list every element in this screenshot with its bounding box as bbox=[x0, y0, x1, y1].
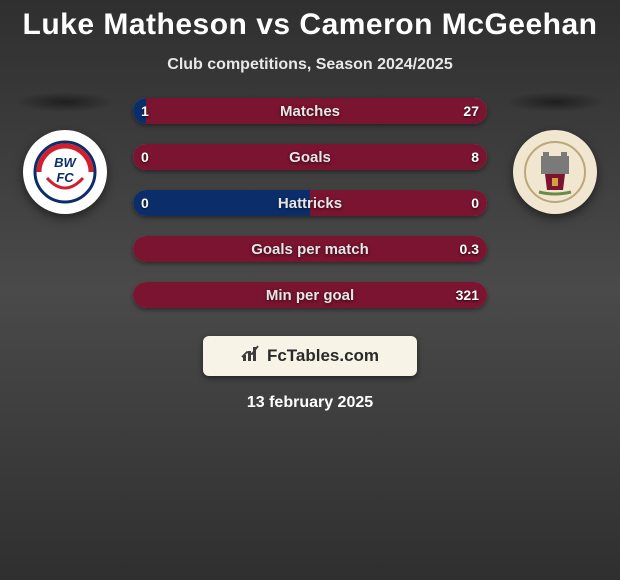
metric-label: Matches bbox=[280, 103, 340, 120]
brand-text: FcTables.com bbox=[267, 346, 379, 366]
metric-value-left: 0 bbox=[141, 144, 149, 170]
metric-value-right: 0.3 bbox=[460, 236, 479, 262]
svg-text:FC: FC bbox=[56, 170, 74, 185]
metric-bar: 0 8 Goals bbox=[133, 144, 487, 170]
comparison-stage: BW FC 127Matches08Goals00H bbox=[0, 92, 620, 332]
shadow-right bbox=[505, 92, 605, 112]
comparison-infographic: Luke Matheson vs Cameron McGeehan Club c… bbox=[0, 0, 620, 580]
team-left-crest: BW FC bbox=[23, 130, 107, 214]
metric-bar: 321 Min per goal bbox=[133, 282, 487, 308]
metric-value-right: 27 bbox=[463, 98, 479, 124]
metric-value-right: 8 bbox=[471, 144, 479, 170]
team-right-crest bbox=[513, 130, 597, 214]
metric-label: Goals per match bbox=[251, 241, 369, 258]
bwfc-crest-icon: BW FC bbox=[33, 140, 97, 204]
svg-text:BW: BW bbox=[54, 155, 77, 170]
subtitle: Club competitions, Season 2024/2025 bbox=[0, 56, 620, 74]
metric-value-left: 0 bbox=[141, 190, 149, 216]
metric-bar: 1 27 Matches bbox=[133, 98, 487, 124]
ntfc-crest-icon bbox=[523, 140, 587, 204]
metric-bar: 0.3 Goals per match bbox=[133, 236, 487, 262]
metric-bar: 0 0 Hattricks bbox=[133, 190, 487, 216]
metric-value-left: 1 bbox=[141, 98, 149, 124]
metric-value-right: 0 bbox=[471, 190, 479, 216]
metric-label: Min per goal bbox=[266, 287, 354, 304]
date-text: 13 february 2025 bbox=[0, 394, 620, 412]
metric-value-right: 321 bbox=[456, 282, 479, 308]
metric-bars: 1 27 Matches 0 8 Goals 0 0 Hattricks 0.3 Goals per… bbox=[133, 92, 487, 308]
page-title: Luke Matheson vs Cameron McGeehan bbox=[0, 0, 620, 42]
brand-badge: FcTables.com bbox=[203, 336, 417, 376]
team-left-slot: BW FC bbox=[10, 92, 120, 214]
team-right-slot bbox=[500, 92, 610, 214]
metric-label: Hattricks bbox=[278, 195, 342, 212]
chart-icon bbox=[241, 345, 261, 368]
shadow-left bbox=[15, 92, 115, 112]
metric-label: Goals bbox=[289, 149, 331, 166]
